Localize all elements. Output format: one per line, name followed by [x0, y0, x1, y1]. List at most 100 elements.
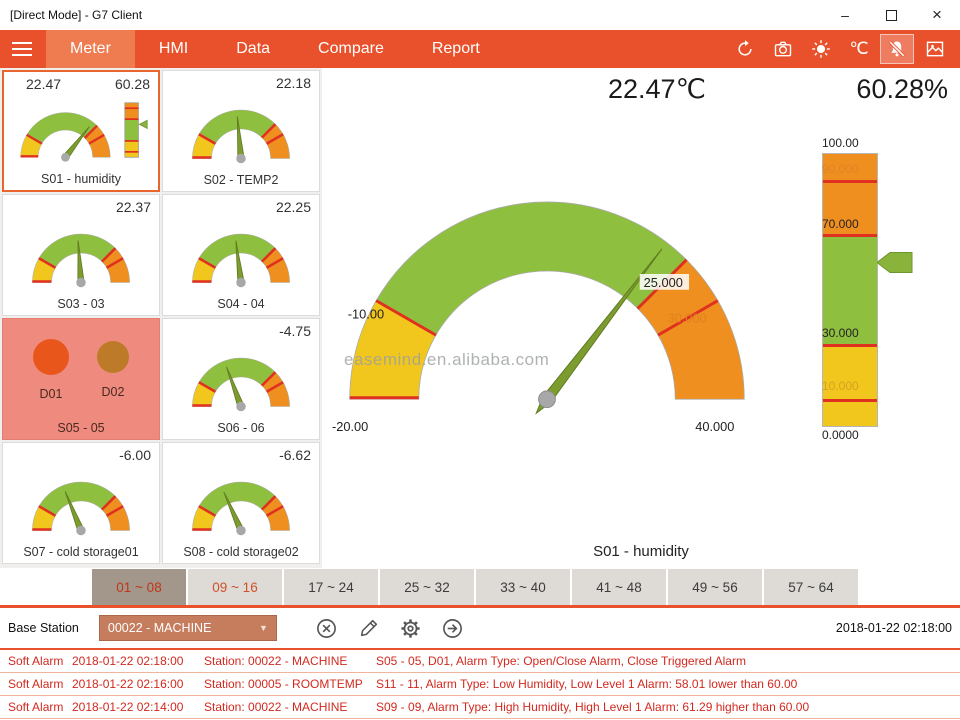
meter-tile-s03[interactable]: 22.37 S03 - 03: [2, 194, 160, 316]
range-tab-17-24[interactable]: 17 ~ 24: [284, 569, 378, 605]
alarm-gallery-icon[interactable]: [918, 34, 952, 64]
range-tab-01-08[interactable]: 01 ~ 08: [92, 569, 186, 605]
alarm-type: Soft Alarm: [8, 654, 64, 668]
meter-tile-s05[interactable]: D01 D02 S05 - 05: [2, 318, 160, 440]
celsius-unit-icon[interactable]: ℃: [842, 34, 876, 64]
tab-compare-label: Compare: [318, 40, 384, 57]
humidity-bar-gauge: 100.00 90.000 70.000 30.000 10.000 0.000…: [814, 134, 960, 464]
window-title: [Direct Mode] - G7 Client: [10, 8, 143, 22]
tab-meter[interactable]: Meter: [46, 30, 135, 68]
close-icon: ×: [932, 5, 942, 24]
nav-icon-group: ℃: [728, 30, 960, 68]
tile-label: S05 - 05: [57, 421, 105, 435]
tab-data-label: Data: [236, 40, 271, 57]
bar-threshold-30: [823, 344, 877, 347]
go-arrow-circle-icon[interactable]: [441, 616, 465, 640]
tile-value: 22.37: [115, 199, 151, 215]
sync-icon[interactable]: [728, 34, 762, 64]
range-tab-33-40[interactable]: 33 ~ 40: [476, 569, 570, 605]
tile-value: 22.18: [275, 75, 311, 91]
title-bar: [Direct Mode] - G7 Client – ×: [0, 0, 960, 30]
nav-bar: Meter HMI Data Compare Report ℃: [0, 30, 960, 68]
meter-tile-s01[interactable]: 22.47 60.28: [2, 70, 160, 192]
d01-indicator-light: [33, 339, 69, 375]
close-button[interactable]: ×: [914, 0, 960, 30]
alarm-time: 2018-01-22 02:14:00: [72, 700, 184, 714]
tab-hmi-label: HMI: [158, 40, 189, 57]
tab-data[interactable]: Data: [212, 30, 294, 68]
range-tab-57-64[interactable]: 57 ~ 64: [764, 569, 858, 605]
meter-tile-s06[interactable]: -4.75 S06 - 06: [162, 318, 320, 440]
station-select-value: 00022 - MACHINE: [107, 621, 212, 635]
tile-label: S06 - 06: [217, 421, 265, 435]
meter-tile-s08[interactable]: -6.62 S08 - cold storage02: [162, 442, 320, 564]
bar-label-70: 70.000: [822, 217, 859, 231]
bar-zone-normal: [823, 236, 877, 346]
dial-alarm-threshold-label: 30.000: [667, 310, 706, 325]
brightness-icon[interactable]: [804, 34, 838, 64]
bar-body: [822, 153, 878, 427]
settings-gear-icon[interactable]: [399, 616, 423, 640]
minimize-button[interactable]: –: [822, 0, 868, 30]
station-select[interactable]: 00022 - MACHINE ▼: [98, 615, 277, 641]
bar-threshold-70: [823, 234, 877, 237]
tile-label: S01 - humidity: [41, 172, 121, 186]
bar-zone-high: [823, 154, 877, 236]
tab-meter-label: Meter: [70, 40, 111, 57]
range-tab-49-56[interactable]: 49 ~ 56: [668, 569, 762, 605]
meter-tile-s02[interactable]: 22.18 S02 - TEMP2: [162, 70, 320, 192]
mini-gauge: [192, 357, 290, 412]
tile-value: -6.00: [119, 447, 151, 463]
temperature-dial-gauge: -20.00 -10.00 25.000 30.000 40.000: [332, 201, 745, 434]
range-tab-25-32[interactable]: 25 ~ 32: [380, 569, 474, 605]
tab-report-label: Report: [431, 40, 480, 57]
tile-value: -6.62: [279, 447, 311, 463]
digital-io-indicators: D01 D02: [3, 339, 159, 401]
bar-label-10: 10.000: [822, 379, 859, 393]
alarm-type: Soft Alarm: [8, 700, 64, 714]
camera-icon[interactable]: [766, 34, 800, 64]
tile-value: -4.75: [279, 323, 311, 339]
dial-high-threshold-label: 25.000: [644, 275, 683, 290]
bar-threshold-90: [823, 180, 877, 183]
cancel-circle-icon[interactable]: [315, 616, 339, 640]
range-tab-09-16[interactable]: 09 ~ 16: [188, 569, 282, 605]
alarm-row[interactable]: Soft Alarm 2018-01-22 02:14:00 Station: …: [0, 696, 960, 719]
maximize-button[interactable]: [868, 0, 914, 30]
tile-label: S03 - 03: [57, 297, 105, 311]
bar-label-90: 90.000: [822, 162, 859, 176]
d01-label: D01: [39, 387, 63, 401]
mini-gauge: [192, 481, 290, 536]
alarm-station: Station: 00005 - ROOMTEMP: [204, 677, 363, 691]
meter-tile-s07[interactable]: -6.00 S07 - cold storage01: [2, 442, 160, 564]
meter-tile-s04[interactable]: 22.25 S04 - 04: [162, 194, 320, 316]
temperature-reading: 22.47℃: [608, 74, 706, 104]
sensor-range-tabs: 01 ~ 08 09 ~ 16 17 ~ 24 25 ~ 32 33 ~ 40 …: [0, 568, 960, 608]
alarm-time: 2018-01-22 02:16:00: [72, 677, 184, 691]
tile-label: S07 - cold storage01: [23, 545, 139, 559]
dial-max-label: 40.000: [695, 419, 734, 434]
tile-temp-value: 22.47: [26, 76, 62, 92]
edit-pencil-icon[interactable]: [357, 616, 381, 640]
hamburger-menu-button[interactable]: [0, 30, 46, 68]
d02-label: D02: [101, 385, 125, 399]
alarm-time: 2018-01-22 02:18:00: [72, 654, 184, 668]
bar-zone-low: [823, 346, 877, 426]
dial-min-label: -20.00: [332, 419, 368, 434]
main-meter-panel: 22.47℃ 60.28% -20.00 -10.00 25.000 30.00…: [322, 68, 960, 568]
alarm-row[interactable]: Soft Alarm 2018-01-22 02:18:00 Station: …: [0, 650, 960, 673]
alarm-detail: S11 - 11, Alarm Type: Low Humidity, Low …: [376, 677, 798, 691]
alarm-row[interactable]: Soft Alarm 2018-01-22 02:16:00 Station: …: [0, 673, 960, 696]
chevron-down-icon: ▼: [258, 623, 268, 633]
alarm-mute-icon[interactable]: [880, 34, 914, 64]
dial-low-threshold-label: -10.00: [348, 306, 384, 321]
tab-hmi[interactable]: HMI: [135, 30, 212, 68]
bar-label-0: 0.0000: [822, 428, 859, 442]
tab-compare[interactable]: Compare: [294, 30, 408, 68]
range-tab-41-48[interactable]: 41 ~ 48: [572, 569, 666, 605]
celsius-glyph: ℃: [849, 39, 869, 58]
minimize-icon: –: [841, 7, 849, 23]
mini-gauge: [192, 109, 290, 164]
tab-report[interactable]: Report: [408, 30, 504, 68]
alarm-detail: S05 - 05, D01, Alarm Type: Open/Close Al…: [376, 654, 746, 668]
